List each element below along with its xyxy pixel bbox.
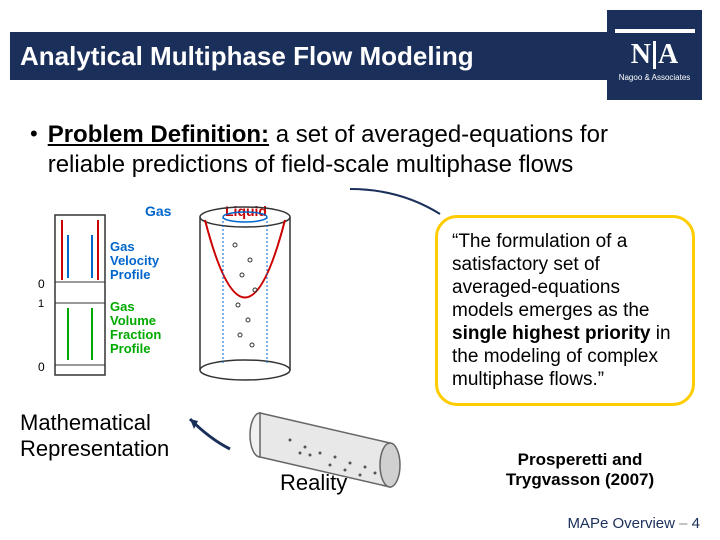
logo-divider xyxy=(615,29,695,33)
quote-pre: “The formulation of a satisfactory set o… xyxy=(452,231,650,321)
footer: MAPe Overview – 4 xyxy=(567,515,700,532)
quote-bold: single highest priority xyxy=(452,323,650,344)
quote-citation: Prosperetti and Trygvasson (2007) xyxy=(480,450,680,490)
bullet-item: • Problem Definition: a set of averaged-… xyxy=(30,120,690,180)
axis-zero-1: 0 xyxy=(38,277,45,291)
bullet-text: Problem Definition: a set of averaged-eq… xyxy=(48,120,690,180)
pipe-profiles xyxy=(50,210,110,380)
label-volume-fraction: Gas Volume Fraction Profile xyxy=(110,300,161,356)
arrow-icon xyxy=(180,414,240,454)
label-velocity-profile: Gas Velocity Profile xyxy=(110,240,159,282)
quote-box: “The formulation of a satisfactory set o… xyxy=(435,215,695,406)
pipe-annular xyxy=(190,205,300,385)
page-title: Analytical Multiphase Flow Modeling xyxy=(10,41,474,72)
label-gas: Gas xyxy=(145,203,171,219)
bullet-label: Problem Definition: xyxy=(48,121,269,148)
bullet-marker: • xyxy=(30,120,38,180)
footer-page: 4 xyxy=(692,515,700,532)
header: Analytical Multiphase Flow Modeling N A … xyxy=(0,0,720,100)
logo: N A Nagoo & Associates xyxy=(607,10,702,100)
axis-one: 1 xyxy=(38,298,44,310)
body: • Problem Definition: a set of averaged-… xyxy=(0,100,720,180)
label-math-rep: Mathematical Representation xyxy=(20,410,169,462)
axis-zero-2: 0 xyxy=(38,360,45,374)
title-bar: Analytical Multiphase Flow Modeling xyxy=(10,32,610,80)
footer-prefix: MAPe Overview xyxy=(567,515,679,532)
logo-mark: N A xyxy=(631,39,678,71)
footer-dash: – xyxy=(679,515,692,532)
logo-subtitle: Nagoo & Associates xyxy=(619,73,691,82)
label-reality: Reality xyxy=(280,470,347,496)
